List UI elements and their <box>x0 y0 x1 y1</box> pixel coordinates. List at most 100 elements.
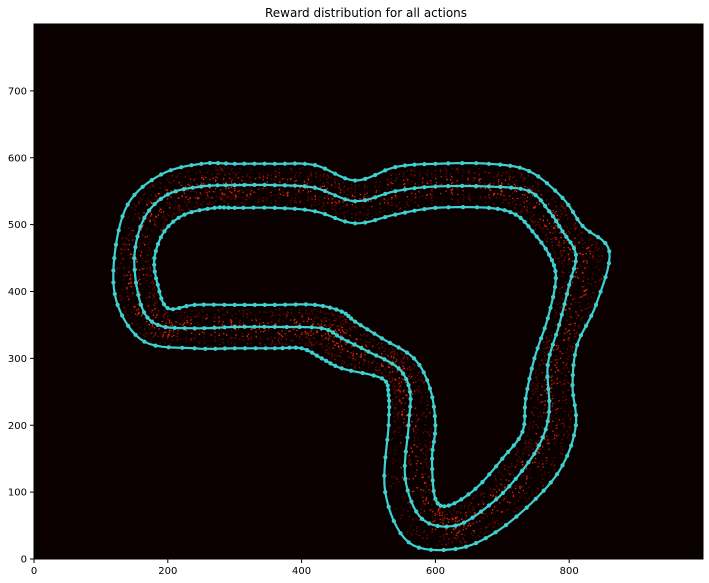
waypoint-center <box>333 193 338 198</box>
heat-point <box>529 422 532 424</box>
heat-point <box>173 208 176 210</box>
heat-point <box>556 359 558 361</box>
heat-point <box>120 299 122 302</box>
heat-point <box>307 344 309 346</box>
heat-point <box>444 544 447 546</box>
heat-point <box>519 484 521 486</box>
heat-point <box>532 186 534 188</box>
heat-point <box>562 362 564 364</box>
heat-point <box>150 258 153 260</box>
heat-point <box>569 371 571 373</box>
heat-point <box>425 458 427 460</box>
waypoint-inner <box>177 305 182 311</box>
heat-point <box>388 198 390 201</box>
heat-point <box>452 176 454 178</box>
heat-point <box>561 297 563 299</box>
heat-point <box>395 178 397 180</box>
heat-point <box>535 384 538 386</box>
heat-point <box>327 182 329 184</box>
heat-point <box>430 463 432 465</box>
heat-point <box>541 426 543 429</box>
heat-point <box>387 202 389 204</box>
heat-point <box>585 247 587 249</box>
waypoint-outer <box>386 423 391 428</box>
heat-point <box>234 198 236 200</box>
heat-point <box>508 480 510 482</box>
waypoint-center <box>460 183 465 188</box>
heat-point <box>187 171 189 173</box>
heat-point <box>571 219 574 221</box>
heat-point <box>202 177 204 179</box>
heat-point <box>274 344 276 346</box>
heat-point <box>348 327 350 329</box>
heat-point <box>473 509 475 511</box>
heat-point <box>355 205 357 208</box>
heat-point <box>561 213 563 215</box>
heat-point <box>414 377 416 380</box>
heat-point <box>533 207 535 209</box>
heat-point <box>407 179 409 181</box>
heat-point <box>527 174 529 176</box>
heat-point <box>539 364 542 366</box>
waypoint-center <box>573 259 578 264</box>
heat-point <box>169 343 171 345</box>
waypoint-outer <box>593 302 599 307</box>
heat-point <box>306 187 309 189</box>
heat-point <box>412 428 414 430</box>
heat-point <box>511 192 514 194</box>
heat-point <box>177 208 180 210</box>
waypoint-inner <box>548 305 553 310</box>
heat-point <box>522 460 524 462</box>
heat-point <box>317 323 319 325</box>
heat-point <box>154 194 157 196</box>
heat-point <box>222 342 224 344</box>
heat-point <box>563 259 565 262</box>
heat-point <box>142 242 145 244</box>
waypoint-center <box>390 361 395 366</box>
heat-point <box>462 524 465 526</box>
heat-point <box>288 330 290 332</box>
heat-point <box>555 324 557 326</box>
heat-point <box>168 215 170 217</box>
heat-point <box>515 453 517 455</box>
heat-point <box>251 328 253 330</box>
heat-point <box>182 209 185 211</box>
heat-point <box>502 201 504 203</box>
heat-point <box>534 207 536 209</box>
heat-point <box>190 178 192 180</box>
heat-point <box>454 537 456 539</box>
heat-point <box>419 388 421 391</box>
heat-point <box>418 378 420 380</box>
waypoint-inner <box>349 316 354 321</box>
heat-point <box>278 168 281 170</box>
heat-point <box>557 347 559 349</box>
heat-point <box>439 184 441 186</box>
waypoint-center <box>427 521 432 526</box>
heat-point <box>519 496 521 498</box>
heat-point <box>394 407 396 409</box>
heat-point <box>555 355 557 357</box>
heat-point <box>259 177 261 179</box>
waypoint-outer <box>132 192 137 197</box>
heat-point <box>208 201 211 203</box>
heat-point <box>440 171 442 173</box>
heat-point <box>415 426 417 428</box>
heat-point <box>138 312 140 314</box>
heat-point <box>353 326 356 328</box>
heat-point <box>393 387 395 390</box>
heat-point <box>358 362 360 364</box>
heat-point <box>387 184 389 186</box>
heat-point <box>556 427 558 429</box>
heat-point <box>492 495 494 497</box>
heat-point <box>250 333 252 335</box>
heat-point <box>134 306 136 308</box>
heat-point <box>496 174 498 176</box>
heat-point <box>307 337 309 339</box>
heat-point <box>255 319 257 322</box>
waypoint-inner <box>165 306 170 311</box>
heat-point <box>231 324 233 326</box>
heat-point <box>556 377 558 380</box>
heat-point <box>314 315 317 317</box>
heat-point <box>401 368 403 371</box>
heat-point <box>407 358 409 360</box>
